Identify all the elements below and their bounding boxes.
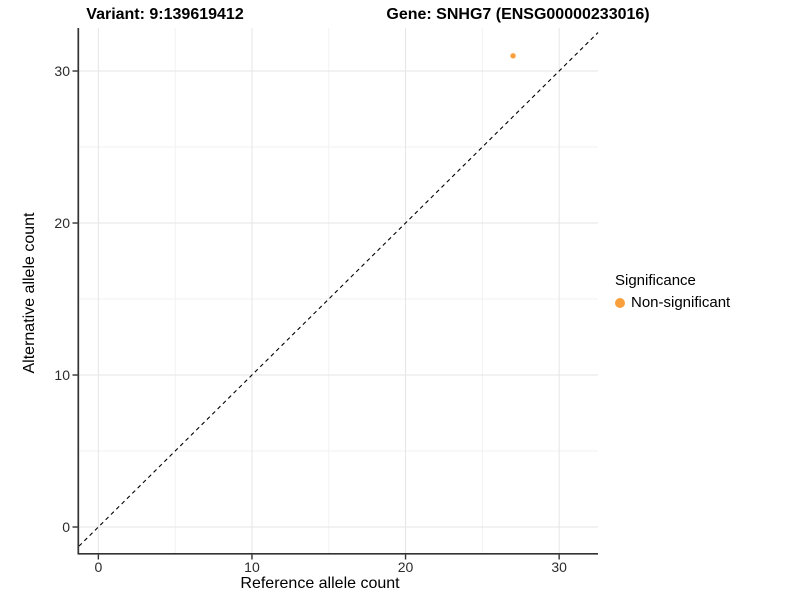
x-tick-label: 0 bbox=[94, 559, 102, 575]
legend-title: Significance bbox=[615, 272, 696, 289]
y-tick-label: 0 bbox=[62, 519, 70, 535]
legend: Significance Non-significant bbox=[615, 272, 730, 311]
x-tick-label: 30 bbox=[551, 559, 567, 575]
legend-item-non-significant: Non-significant bbox=[615, 294, 730, 311]
gene-title: Gene: SNHG7 (ENSG00000233016) bbox=[386, 6, 650, 23]
y-tick-label: 10 bbox=[54, 367, 70, 383]
data-point bbox=[510, 53, 516, 59]
identity-line bbox=[78, 32, 599, 547]
x-tick-label: 10 bbox=[244, 559, 260, 575]
legend-item-label: Non-significant bbox=[631, 294, 731, 311]
variant-title: Variant: 9:139619412 bbox=[86, 6, 244, 23]
y-tick-label: 20 bbox=[54, 215, 70, 231]
y-tick-label: 30 bbox=[54, 63, 70, 79]
x-axis-title: Reference allele count bbox=[240, 575, 400, 592]
legend-dot-icon bbox=[615, 297, 625, 308]
x-tick-label: 20 bbox=[398, 559, 414, 575]
y-axis-title: Alternative allele count bbox=[21, 212, 38, 374]
